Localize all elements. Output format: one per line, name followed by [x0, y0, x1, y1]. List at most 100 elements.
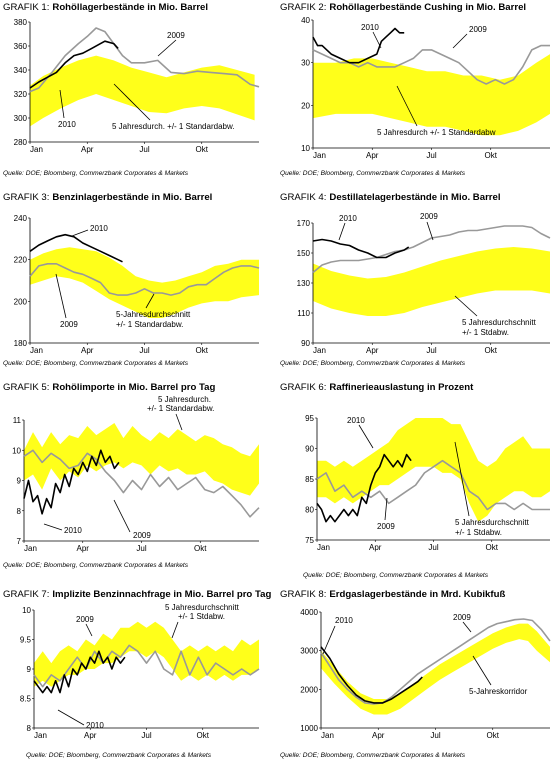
chart-title-8: GRAFIK 8: Erdgaslagerbestände in Mrd. Kub…: [280, 589, 505, 600]
label-2010-6: 2010: [347, 416, 365, 425]
x-tick-label: Apr: [81, 346, 94, 355]
y-tick-label: 40: [301, 16, 310, 25]
x-tick-label: Jul: [139, 145, 149, 154]
chart-prefix-8: GRAFIK 8:: [280, 589, 326, 600]
band-5yr-range: [321, 623, 550, 715]
band-5yr-range: [317, 418, 550, 522]
band-5yr-range: [313, 54, 550, 136]
chart-title-text-2: Rohöllagerbestände Cushing in Mio. Barre…: [329, 2, 526, 13]
y-tick-label: 80: [305, 506, 314, 515]
y-tick-label: 10: [22, 606, 31, 615]
chart-title-2: GRAFIK 2: Rohöllagerbestände Cushing in M…: [280, 2, 526, 13]
y-tick-label: 75: [305, 536, 314, 545]
x-tick-label: Jul: [426, 151, 436, 160]
y-tick-label: 280: [14, 138, 28, 147]
x-tick-label: Jul: [428, 543, 438, 552]
arrow-2009-8: [462, 621, 472, 633]
y-tick-label: 170: [297, 219, 311, 228]
label-2009-1: 2009: [167, 31, 185, 40]
chart-svg-8: GRAFIK 8: Erdgaslagerbestände in Mrd. Kub…: [280, 589, 551, 759]
arrow-2009-7: [85, 623, 93, 637]
x-tick-label: Okt: [487, 731, 500, 740]
y-tick-label: 340: [14, 66, 28, 75]
label-band2-5: +/- 1 Standardabw.: [147, 404, 214, 413]
y-tick-label: 10: [12, 446, 21, 455]
y-tick-label: 90: [305, 445, 314, 454]
series-2009-line: [33, 644, 260, 688]
source-7: Quelle: DOE; Bloomberg, Commerzbank Corp…: [26, 752, 212, 759]
series-2009-line: [312, 225, 551, 274]
chart-svg-3: GRAFIK 3: Benzinlagerbestände in Mio. Bar…: [3, 192, 260, 367]
chart-panel-8: GRAFIK 8: Erdgaslagerbestände in Mrd. Kub…: [277, 570, 554, 760]
y-tick-label: 8.5: [20, 695, 32, 704]
label-2009-5: 2009: [133, 531, 151, 540]
y-tick-label: 90: [301, 339, 310, 348]
arrow-band-1: [113, 83, 151, 121]
y-tick-label: 1000: [300, 724, 318, 733]
arrow-2009-5: [113, 499, 131, 533]
y-tick-label: 200: [14, 297, 28, 306]
chart-svg-1: GRAFIK 1: Rohöllagerbestände in Mio. Barr…: [3, 2, 260, 177]
chart-title-text-7: Implizite Benzinnachfrage in Mio. Barrel…: [52, 589, 271, 600]
y-tick-label: 4000: [300, 608, 318, 617]
label-band-6: 5 Jahresdurchschnitt: [455, 518, 530, 527]
y-tick-label: 360: [14, 42, 28, 51]
label-2010-2: 2010: [361, 23, 379, 32]
arrow-band-7: [171, 621, 179, 639]
chart-title-3: GRAFIK 3: Benzinlagerbestände in Mio. Bar…: [3, 192, 212, 203]
chart-title-5: GRAFIK 5: Rohölimporte in Mio. Barrel pro…: [3, 382, 215, 393]
y-tick-label: 300: [14, 114, 28, 123]
y-tick-label: 8: [27, 724, 32, 733]
label-2009-4: 2009: [420, 212, 438, 221]
y-tick-label: 150: [297, 249, 311, 258]
arrow-2009-6: [384, 497, 388, 521]
label-2010-7: 2010: [86, 721, 104, 730]
y-tick-label: 85: [305, 475, 314, 484]
plot-area-5: 7 8 9 10 11 Jan Apr Jul Okt: [12, 416, 260, 553]
source-6: Quelle: DOE; Bloomberg, Commerzbank Corp…: [303, 572, 489, 579]
label-band2-6: +/- 1 Stdabw.: [455, 528, 502, 537]
series-2009-line: [316, 459, 550, 511]
x-tick-label: Okt: [486, 543, 499, 552]
chart-svg-7: GRAFIK 7: Implizite Benzinnachfrage in Mi…: [3, 589, 271, 759]
label-2010-8: 2010: [335, 616, 353, 625]
chart-svg-2: GRAFIK 2: Rohöllagerbestände Cushing in M…: [280, 2, 550, 177]
label-2009-2: 2009: [469, 25, 487, 34]
x-tick-label: Jan: [313, 151, 326, 160]
y-tick-label: 3000: [300, 647, 318, 656]
chart-prefix-4: GRAFIK 4:: [280, 192, 326, 203]
x-tick-label: Jul: [430, 731, 440, 740]
series-2010-line: [312, 238, 410, 259]
band-5yr-range: [30, 247, 259, 318]
series-2010-line: [33, 650, 126, 694]
x-tick-label: Jan: [24, 544, 37, 553]
label-band-7: 5 Jahresdurchschnitt: [165, 603, 240, 612]
label-band-2: 5 Jahresdurch +/- 1 Standardabw: [377, 128, 496, 137]
label-band-1: 5 Jahresdurch. +/- 1 Standardabw.: [112, 122, 235, 131]
x-tick-label: Jan: [30, 145, 43, 154]
series-2010-line: [23, 449, 120, 515]
chart-title-text-8: Erdgaslagerbestände in Mrd. Kubikfuß: [329, 589, 505, 600]
arrow-band-2: [396, 85, 418, 127]
series-2009-line: [29, 27, 260, 93]
chart-svg-5: GRAFIK 5: Rohölimporte in Mio. Barrel pro…: [3, 382, 260, 569]
chart-svg-6: GRAFIK 6: Raffinerieauslastung in Prozent…: [280, 382, 550, 579]
x-tick-label: Okt: [197, 731, 210, 740]
chart-panel-2: GRAFIK 2: Rohöllagerbestände Cushing in M…: [277, 0, 554, 190]
chart-panel-1: GRAFIK 1: Rohöllagerbestände in Mio. Barr…: [0, 0, 277, 190]
arrow-2010-5: [43, 523, 63, 531]
chart-panel-7: GRAFIK 7: Implizite Benzinnachfrage in Mi…: [0, 570, 277, 760]
x-tick-label: Jul: [139, 346, 149, 355]
label-2010-1: 2010: [58, 120, 76, 129]
arrow-band-3: [145, 293, 155, 309]
source-3: Quelle: DOE; Bloomberg, Commerzbank Corp…: [3, 360, 189, 367]
chart-title-text-5: Rohölimporte in Mio. Barrel pro Tag: [52, 382, 215, 393]
y-tick-label: 320: [14, 90, 28, 99]
band-5yr-range: [34, 621, 259, 687]
chart-title-6: GRAFIK 6: Raffinerieauslastung in Prozent: [280, 382, 474, 393]
band-5yr-range: [24, 423, 259, 496]
arrow-2009-4: [426, 221, 434, 241]
x-tick-label: Jul: [426, 346, 436, 355]
chart-prefix-5: GRAFIK 5:: [3, 382, 49, 393]
series-2010-line: [320, 646, 423, 704]
